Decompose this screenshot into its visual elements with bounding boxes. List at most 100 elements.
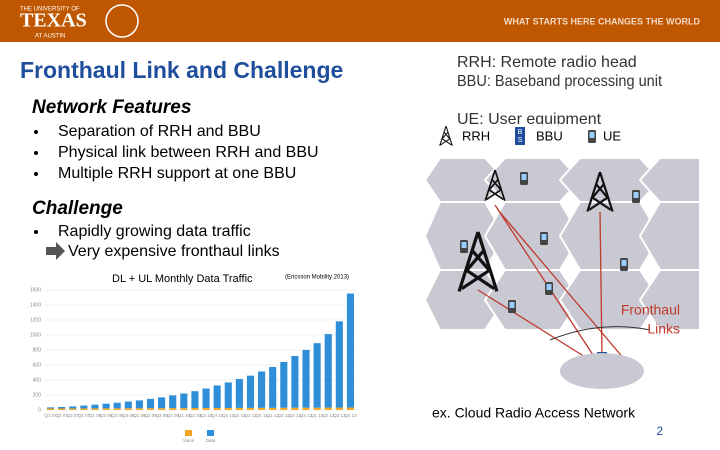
x-tick-label: Q2 13 bbox=[322, 413, 335, 418]
bar bbox=[169, 395, 177, 409]
chart-source: (Ericsson Mobility 2013) bbox=[285, 275, 349, 281]
y-tick-label: 200 bbox=[33, 392, 42, 398]
definition: UE: User equipment bbox=[457, 111, 602, 128]
link-arc bbox=[549, 326, 651, 341]
tower bbox=[439, 125, 453, 146]
rrh-icon bbox=[484, 169, 506, 202]
rrh-icon bbox=[439, 125, 453, 146]
bar bbox=[158, 408, 166, 410]
bar bbox=[346, 407, 355, 410]
legend-swatch bbox=[207, 430, 214, 436]
phone-screen bbox=[461, 242, 467, 248]
ue-icon bbox=[620, 258, 628, 271]
bar bbox=[302, 349, 310, 408]
bullet-dot bbox=[34, 151, 38, 155]
bar bbox=[158, 397, 166, 409]
x-tick-label: Q1 12 bbox=[267, 413, 280, 418]
bar bbox=[246, 407, 255, 410]
ue-icon bbox=[520, 172, 528, 185]
x-tick-label: Q2 10 bbox=[189, 413, 202, 418]
legend: RRH BS BBU UE bbox=[430, 124, 630, 150]
hex-cells bbox=[423, 157, 701, 331]
x-tick-label: Q4 07 bbox=[78, 413, 91, 418]
x-tick-label: Q1 09 bbox=[133, 413, 146, 418]
bar bbox=[180, 393, 188, 409]
bar bbox=[58, 408, 66, 410]
diagram-caption: ex. Cloud Radio Access Network bbox=[432, 405, 636, 421]
bbu-pool bbox=[560, 353, 644, 389]
bar bbox=[291, 407, 299, 410]
bar bbox=[335, 407, 343, 410]
ue-icon bbox=[588, 130, 596, 143]
bullet: Physical link between RRH and BBU bbox=[58, 144, 319, 161]
bar bbox=[191, 391, 199, 409]
bar bbox=[124, 408, 132, 410]
bar bbox=[280, 407, 288, 410]
definition: BBU: Baseband processing unit bbox=[457, 73, 662, 90]
bar bbox=[46, 407, 55, 409]
y-tick-label: 1200 bbox=[30, 317, 41, 323]
bar bbox=[235, 379, 243, 408]
bar bbox=[135, 400, 143, 409]
x-tick-label: Q4 10 bbox=[211, 413, 224, 418]
bbu-letter: S bbox=[518, 137, 523, 144]
bar bbox=[58, 407, 66, 409]
phone-screen bbox=[633, 192, 639, 198]
definitions: RRH: Remote radio head BBU: Baseband proc… bbox=[457, 54, 662, 128]
bar bbox=[346, 293, 355, 408]
y-tick-label: 600 bbox=[33, 362, 42, 368]
legend-label: BBU bbox=[536, 128, 563, 143]
bar bbox=[102, 403, 110, 409]
ue-icon bbox=[460, 240, 468, 253]
x-tick-label: Q1 08 bbox=[89, 413, 102, 418]
x-tick-label: Q1 10 bbox=[178, 413, 191, 418]
bar bbox=[202, 388, 210, 409]
phone-screen bbox=[546, 284, 552, 290]
bar bbox=[258, 407, 266, 410]
phone-screen bbox=[541, 234, 547, 240]
bar bbox=[324, 334, 332, 408]
bar bbox=[169, 408, 177, 410]
x-tick-label: Q1 13 bbox=[311, 413, 324, 418]
bar bbox=[246, 375, 255, 408]
section-heading: Challenge bbox=[32, 198, 123, 219]
tagline: WHAT STARTS HERE CHANGES THE WORLD bbox=[504, 16, 701, 26]
ue-icon bbox=[508, 300, 516, 313]
rrh-icon bbox=[586, 171, 614, 212]
bar bbox=[113, 402, 121, 409]
bar bbox=[224, 407, 232, 410]
bar bbox=[80, 405, 88, 409]
bar bbox=[102, 408, 110, 410]
legend-label: Data bbox=[206, 438, 216, 443]
x-tick-label: Q2 07 bbox=[56, 413, 69, 418]
bar bbox=[69, 408, 77, 410]
y-tick-label: 1600 bbox=[30, 287, 41, 293]
slide-title: Fronthaul Link and Challenge bbox=[20, 57, 343, 83]
x-tick-label: Q3 13 bbox=[333, 413, 346, 418]
bar bbox=[91, 408, 99, 410]
definition: RRH: Remote radio head bbox=[457, 54, 637, 71]
tower bbox=[457, 231, 499, 292]
ue-icon bbox=[545, 282, 553, 295]
bar bbox=[324, 407, 332, 410]
x-tick-label: Q3 09 bbox=[155, 413, 168, 418]
y-tick-label: 0 bbox=[38, 407, 41, 413]
x-tick-label: Q3 07 bbox=[67, 413, 80, 418]
chart-title: DL + UL Monthly Data Traffic bbox=[112, 273, 253, 285]
seal bbox=[105, 4, 139, 38]
bar bbox=[146, 398, 155, 409]
legend-label: UE bbox=[603, 128, 621, 143]
x-tick-label: Q3 08 bbox=[111, 413, 124, 418]
tower bbox=[586, 171, 614, 212]
x-tick-label: Q3 12 bbox=[289, 413, 302, 418]
bar bbox=[46, 408, 55, 410]
bar bbox=[313, 407, 321, 410]
ue-icon bbox=[632, 190, 640, 203]
bar bbox=[269, 407, 277, 410]
bar bbox=[213, 385, 221, 408]
legend-box bbox=[430, 124, 630, 150]
bar bbox=[235, 407, 243, 410]
tower bbox=[484, 169, 506, 202]
bar bbox=[180, 408, 188, 410]
fronthaul-links bbox=[477, 204, 626, 361]
